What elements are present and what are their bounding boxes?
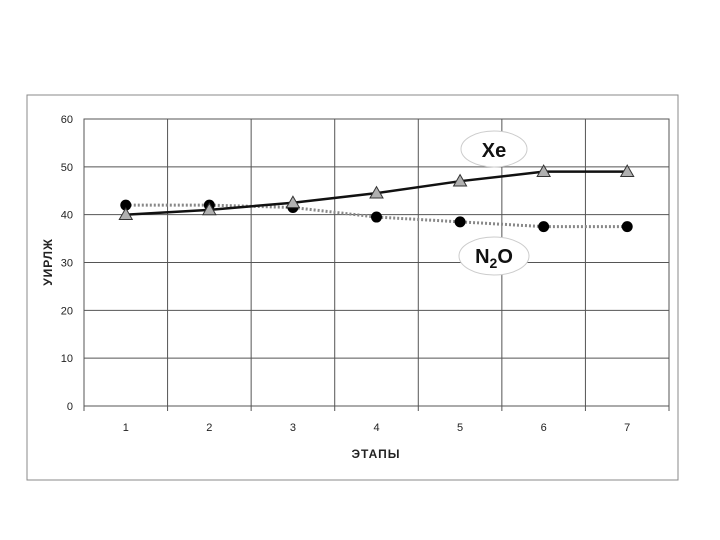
point-n2o [371,211,382,223]
series-label-xe-text: Xe [482,140,506,162]
point-xe [536,164,552,177]
point-xe [285,195,301,209]
y-tick-label: 50 [61,162,73,174]
x-tick-label: 6 [541,422,547,434]
point-n2o [621,221,633,233]
y-tick-label: 30 [61,258,73,270]
series-label-n2o-bubble [458,236,530,276]
y-tick-label: 20 [61,305,73,317]
x-tick-label: 2 [206,422,212,434]
point-xe [201,202,217,216]
grid-lines [84,118,669,407]
y-tick-label: 40 [61,210,73,222]
x-tick-label: 1 [123,422,129,434]
y-tick-label: 10 [61,353,73,365]
series-label-xe-bubble [460,130,528,168]
series-layer [118,164,635,233]
point-xe [118,207,134,221]
point-xe [452,173,468,187]
y-axis-title: УИРЛЖ [41,238,55,286]
series-label-n2o-sub: 2 [490,255,498,271]
point-xe [369,185,384,199]
point-n2o [454,216,466,228]
series-label-n2o-main: N [475,246,489,268]
x-tick-label: 4 [373,422,379,434]
series-label-n2o-tail: O [497,246,513,268]
point-xe [619,164,635,177]
series-label-n2o: N2O [458,236,530,276]
x-tick-label: 3 [290,422,296,434]
y-axis-ticks: 0 10 20 30 40 50 60 [61,114,73,413]
x-tick-label: 7 [624,422,630,434]
x-tick-label: 5 [457,422,463,434]
series-label-n2o-text: N2O [475,246,513,271]
series-label-xe: Xe [460,130,528,168]
point-n2o [120,199,132,211]
point-n2o [538,221,550,233]
x-axis-title: ЭТАПЫ [352,447,401,461]
y-tick-label: 60 [61,114,73,126]
x-axis-ticks: 1 2 3 4 5 6 7 [83,406,670,434]
y-tick-label: 0 [67,401,73,413]
